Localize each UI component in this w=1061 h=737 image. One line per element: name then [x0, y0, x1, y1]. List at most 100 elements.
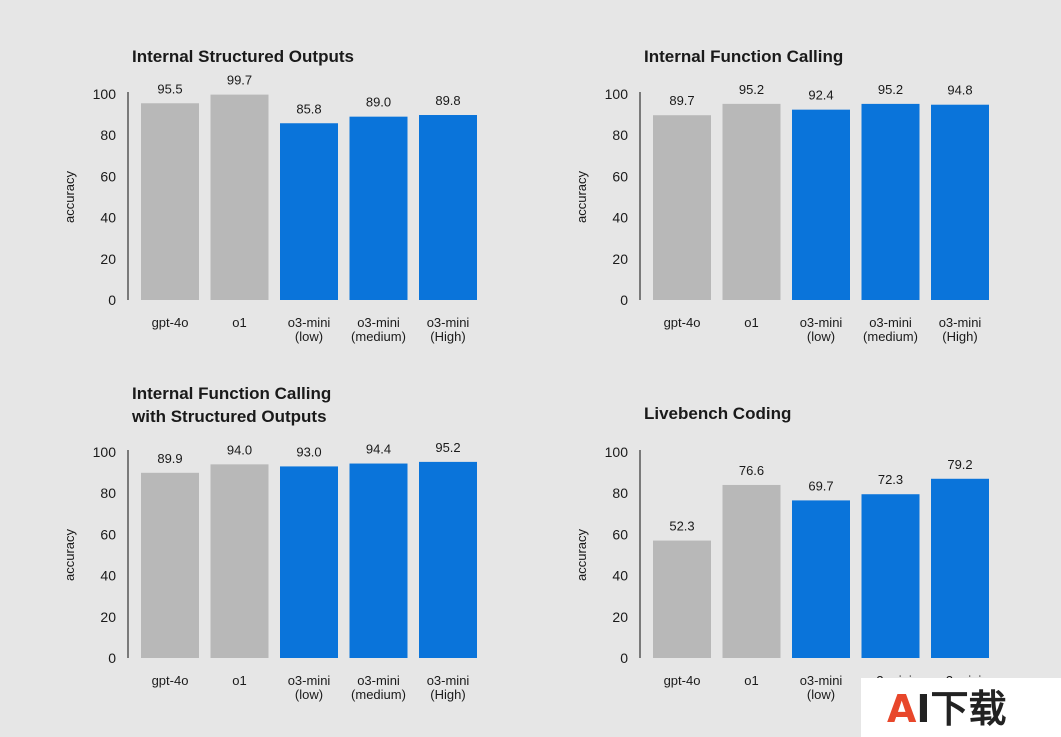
x-tick-label: o3-mini: [288, 673, 331, 688]
x-tick-label: (low): [807, 687, 835, 702]
bar-value-label: 95.5: [157, 81, 182, 96]
x-tick-label: o3-mini: [869, 315, 912, 330]
bar-value-label: 99.7: [227, 73, 252, 88]
bar-1: [141, 103, 199, 301]
x-tick-label: o3-mini: [427, 315, 470, 330]
bar-value-label: 95.2: [878, 82, 903, 97]
x-tick-label: gpt-4o: [664, 315, 701, 330]
y-axis-label: accuracy: [62, 170, 77, 223]
bar-1: [653, 540, 711, 658]
bar-2: [210, 94, 269, 300]
bar-value-label: 94.0: [227, 442, 252, 457]
bar-value-label: 72.3: [878, 472, 903, 487]
y-tick-label: 80: [612, 127, 628, 143]
bar-5: [419, 461, 477, 658]
bar-value-label: 79.2: [947, 457, 972, 472]
x-tick-label: (medium): [351, 687, 406, 702]
y-tick-label: 60: [100, 168, 116, 184]
x-tick-label: (low): [807, 329, 835, 344]
bar-2: [722, 103, 781, 300]
y-tick-label: 20: [612, 251, 628, 267]
x-tick-label: o1: [744, 315, 758, 330]
watermark-text: AI下载: [887, 687, 1007, 731]
bar-4: [861, 103, 920, 300]
bar-value-label: 94.8: [947, 83, 972, 98]
x-tick-label: o3-mini: [939, 315, 982, 330]
y-tick-label: 80: [100, 485, 116, 501]
x-tick-label: (low): [295, 687, 323, 702]
x-tick-label: o1: [744, 673, 758, 688]
watermark-text-a: A: [887, 687, 917, 731]
y-axis-label: accuracy: [62, 528, 77, 581]
bar-4: [349, 463, 408, 658]
chart-panel-2: Internal Function Calling 0 20 40 60 80 100 acc…: [574, 47, 989, 344]
y-tick-label: 80: [100, 127, 116, 143]
y-tick-label: 0: [620, 292, 628, 308]
y-axis-label: accuracy: [574, 170, 589, 223]
y-axis-label: accuracy: [574, 528, 589, 581]
bar-5: [931, 104, 989, 300]
y-tick-label: 60: [612, 168, 628, 184]
y-tick-label: 0: [108, 292, 116, 308]
y-tick-label: 100: [93, 444, 117, 460]
chart-panel-4: Livebench Coding 0 20 40 60 80 100 accuracy 52.3…: [574, 404, 989, 702]
bar-value-label: 89.0: [366, 95, 391, 110]
x-tick-label: (medium): [351, 329, 406, 344]
x-tick-label: o3-mini: [357, 315, 400, 330]
watermark-badge: AI下载: [861, 678, 1061, 737]
x-tick-label: (High): [942, 329, 977, 344]
x-tick-label: (High): [430, 329, 465, 344]
bar-value-label: 93.0: [296, 444, 321, 459]
bar-value-label: 76.6: [739, 463, 764, 478]
y-tick-label: 100: [93, 86, 117, 102]
bar-4: [861, 494, 920, 658]
x-tick-label: (High): [430, 687, 465, 702]
y-tick-label: 60: [100, 526, 116, 542]
chart-title: with Structured Outputs: [131, 407, 327, 426]
bar-value-label: 89.8: [435, 93, 460, 108]
bar-value-label: 52.3: [669, 519, 694, 534]
y-tick-label: 20: [100, 609, 116, 625]
y-tick-label: 40: [100, 568, 116, 584]
x-tick-label: o3-mini: [427, 673, 470, 688]
bar-value-label: 89.9: [157, 451, 182, 466]
bar-4: [349, 116, 408, 300]
bar-2: [722, 484, 781, 658]
chart-title: Internal Function Calling: [644, 47, 843, 66]
x-tick-label: o1: [232, 315, 246, 330]
y-tick-label: 40: [100, 210, 116, 226]
bar-value-label: 85.8: [296, 101, 321, 116]
bar-5: [931, 478, 989, 658]
bar-1: [141, 472, 199, 658]
y-tick-label: 40: [612, 210, 628, 226]
y-tick-label: 60: [612, 526, 628, 542]
chart-title: Livebench Coding: [644, 404, 791, 423]
bar-value-label: 95.2: [739, 82, 764, 97]
y-tick-label: 80: [612, 485, 628, 501]
y-tick-label: 100: [605, 86, 629, 102]
bar-value-label: 92.4: [808, 88, 833, 103]
chart-title: Internal Structured Outputs: [132, 47, 354, 66]
x-tick-label: (low): [295, 329, 323, 344]
chart-panel-3: Internal Function Calling with Structured…: [62, 384, 477, 702]
bar-3: [792, 500, 850, 658]
x-tick-label: o3-mini: [288, 315, 331, 330]
x-tick-label: o1: [232, 673, 246, 688]
x-tick-label: o3-mini: [800, 673, 843, 688]
bar-value-label: 89.7: [669, 93, 694, 108]
chart-panel-1: Internal Structured Outputs 0 20 40 60 80 100 a…: [62, 47, 477, 344]
bar-3: [280, 466, 338, 658]
y-tick-label: 20: [100, 251, 116, 267]
x-tick-label: o3-mini: [800, 315, 843, 330]
bar-1: [653, 115, 711, 300]
bar-2: [210, 464, 269, 658]
bar-5: [419, 115, 477, 301]
x-tick-label: gpt-4o: [664, 673, 701, 688]
x-tick-label: gpt-4o: [152, 315, 189, 330]
bar-value-label: 94.4: [366, 442, 391, 457]
bar-value-label: 69.7: [808, 478, 833, 493]
y-tick-label: 40: [612, 568, 628, 584]
x-tick-label: o3-mini: [357, 673, 400, 688]
y-tick-label: 100: [605, 444, 629, 460]
